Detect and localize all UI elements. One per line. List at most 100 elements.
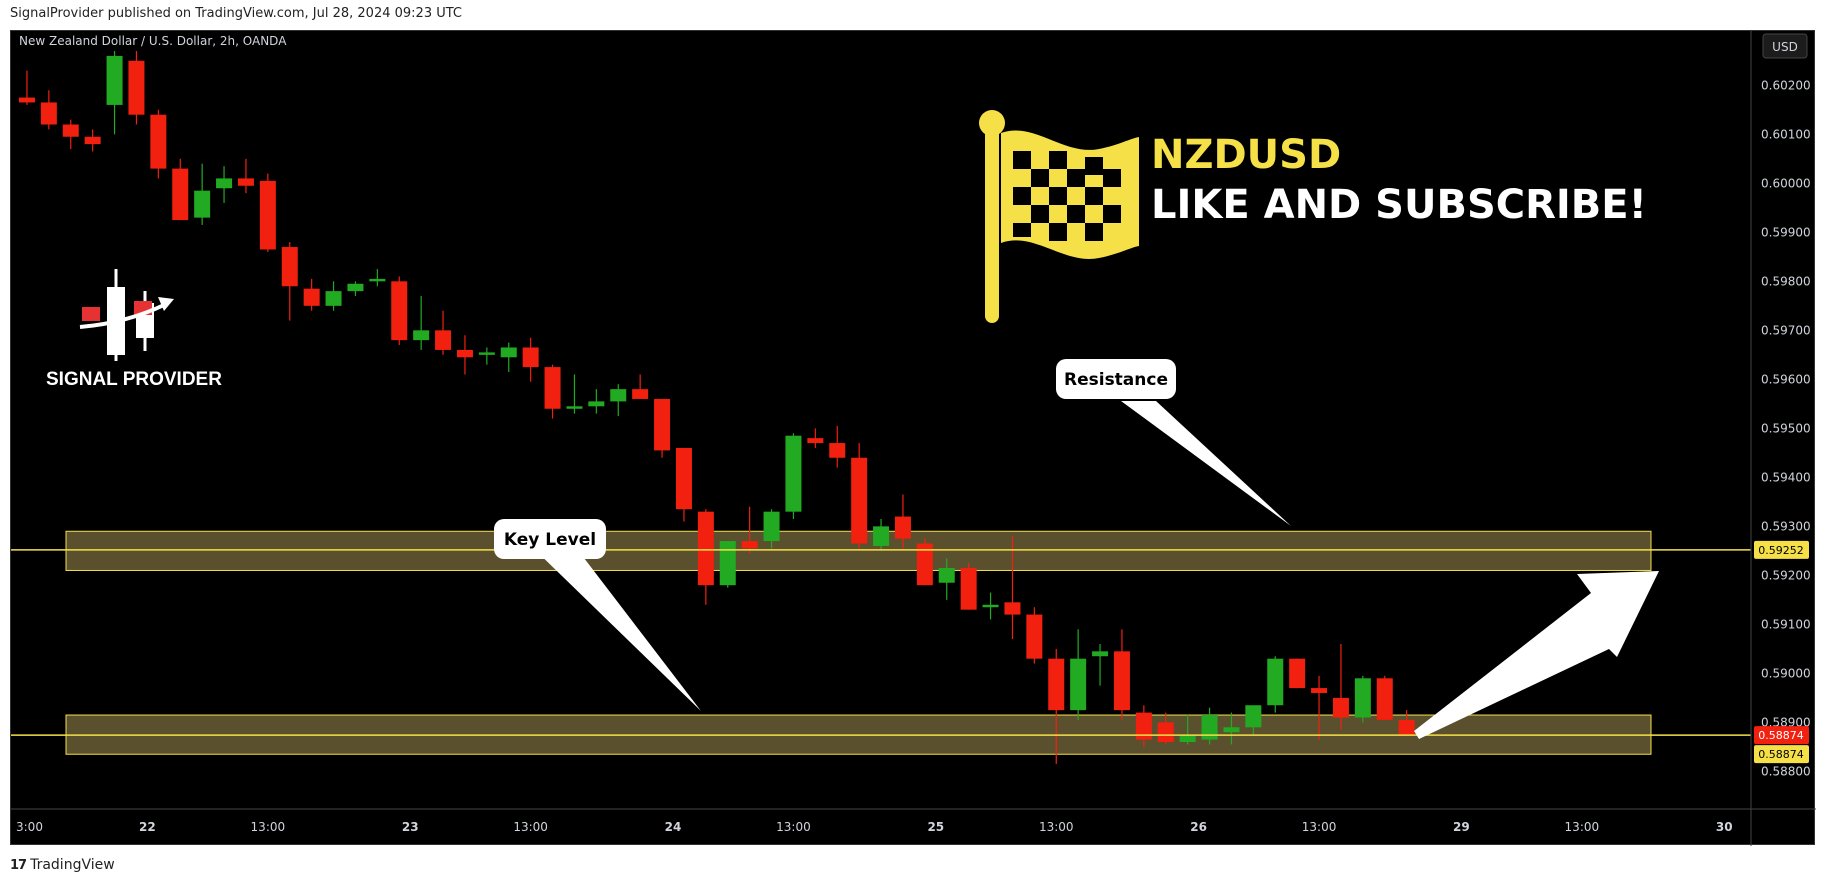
candle-body: [128, 60, 145, 115]
candle: [719, 541, 736, 588]
candle-body: [741, 541, 758, 549]
candle-body: [84, 136, 101, 145]
candle: [1179, 715, 1196, 745]
candle: [960, 563, 977, 610]
candle-body: [851, 457, 868, 544]
candle: [675, 447, 692, 522]
candle: [1245, 705, 1262, 735]
candle-body: [1267, 658, 1284, 706]
price-tag-label: 0.59252: [1758, 544, 1804, 557]
candle: [303, 278, 320, 311]
candle: [1223, 712, 1240, 745]
price-tick-label: 0.59200: [1761, 568, 1811, 582]
candle-body: [1004, 602, 1021, 615]
candle-body: [391, 281, 408, 341]
candle-body: [325, 291, 342, 306]
time-tick-label: 22: [139, 820, 156, 834]
candle: [938, 558, 955, 600]
candle: [654, 398, 671, 458]
time-tick-label: 26: [1190, 820, 1207, 834]
candle: [369, 269, 386, 287]
price-scale[interactable]: USD 0.60200 0.60100 0.60000 0.59900 0.59800 0…: [1750, 31, 1811, 846]
footer-brand-label: TradingView: [30, 857, 115, 873]
checkered-flag-icon: [979, 110, 1139, 323]
candle: [632, 374, 649, 399]
chart-panel[interactable]: New Zealand Dollar / U.S. Dollar, 2h, OA…: [10, 30, 1816, 846]
candle-body: [1113, 651, 1130, 711]
candle-body: [632, 389, 649, 399]
time-tick-label: 29: [1453, 820, 1470, 834]
candle: [391, 276, 408, 346]
candle: [478, 347, 495, 365]
candle: [566, 374, 583, 414]
price-tick-label: 0.58900: [1761, 715, 1811, 729]
candle-body: [566, 406, 583, 409]
candle: [1092, 643, 1109, 686]
publisher-line: SignalProvider published on TradingView.…: [10, 6, 462, 21]
candle: [697, 509, 714, 605]
candle-body: [172, 168, 189, 221]
time-tick-label: 25: [927, 820, 944, 834]
price-tick-label: 0.59100: [1761, 617, 1811, 631]
candle-body: [281, 247, 298, 287]
candle-body: [40, 102, 57, 125]
candle: [1070, 629, 1087, 720]
candle: [259, 173, 276, 252]
candle-body: [18, 97, 35, 103]
candle-body: [654, 398, 671, 451]
headline-pair: NZDUSD: [1151, 132, 1341, 178]
projection-arrow-icon: [1414, 571, 1659, 739]
price-tick-label: 0.59500: [1761, 421, 1811, 435]
time-tick-label: 13:00: [513, 820, 548, 834]
candle: [1201, 707, 1218, 745]
candle: [785, 433, 802, 520]
candle: [325, 281, 342, 311]
candle-body: [697, 511, 714, 586]
candle: [1311, 675, 1328, 740]
candle: [172, 158, 189, 221]
candle-body: [610, 389, 627, 402]
time-tick-label: 13:00: [1039, 820, 1074, 834]
candle: [281, 242, 298, 321]
price-tag-bg: [1754, 745, 1809, 764]
candle-body: [1376, 678, 1393, 720]
candle-body: [719, 541, 736, 586]
price-tick-label: 0.60200: [1761, 78, 1811, 92]
resistance-label: Resistance: [1064, 370, 1168, 390]
time-tick-label: 13:00: [251, 820, 286, 834]
candle-body: [150, 114, 167, 169]
level-price-tag: 0.59252: [1754, 540, 1809, 559]
candle: [807, 428, 824, 448]
resistance-callout: Resistance: [1056, 359, 1291, 526]
candle: [873, 519, 890, 551]
candle-body: [1354, 678, 1371, 718]
candle-body: [588, 401, 605, 407]
candle-body: [303, 288, 320, 306]
candle-body: [194, 190, 211, 218]
candle-body: [1135, 712, 1152, 740]
candle-body: [982, 604, 999, 608]
candle: [1332, 643, 1349, 730]
price-tick-label: 0.59600: [1761, 372, 1811, 386]
candle: [435, 310, 452, 355]
candle-body: [894, 516, 911, 539]
candle: [610, 384, 627, 417]
candle: [413, 296, 430, 350]
candle-body: [413, 330, 430, 341]
candle-body: [829, 443, 846, 458]
candle: [347, 281, 364, 297]
candle-body: [369, 278, 386, 282]
tradingview-logo-icon: 17: [10, 857, 27, 873]
chart-canvas[interactable]: New Zealand Dollar / U.S. Dollar, 2h, OA…: [11, 31, 1816, 846]
candle: [588, 389, 605, 414]
price-tick-label: 0.59800: [1761, 274, 1811, 288]
candle: [128, 51, 145, 125]
candle: [456, 335, 473, 375]
candle-body: [675, 447, 692, 510]
time-tick-label: 13:00: [1302, 820, 1337, 834]
candle: [194, 163, 211, 225]
footer-brand[interactable]: 17 TradingView: [10, 857, 115, 873]
currency-label: USD: [1772, 40, 1798, 54]
time-scale[interactable]: 3:00 22 13:00 23 13:00 24 13:00 25 13:00 26 13:00 2…: [16, 820, 1733, 834]
time-tick-label: 24: [665, 820, 682, 834]
